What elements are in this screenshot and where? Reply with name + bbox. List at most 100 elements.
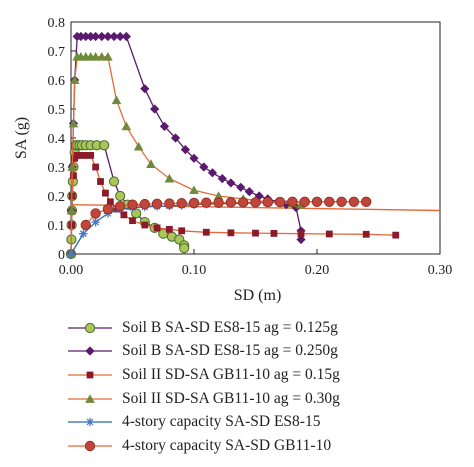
y-axis-label: SA (g) <box>13 117 30 159</box>
data-point <box>324 196 335 208</box>
data-point <box>361 196 372 208</box>
data-point <box>287 196 298 208</box>
data-point <box>66 249 76 259</box>
y-tick-label: 0.3 <box>48 161 66 176</box>
data-point <box>103 31 113 42</box>
y-tick-label: 0.6 <box>48 74 66 89</box>
legend-item: 4-story capacity SA-SD ES8-15 <box>60 410 440 434</box>
plot-frame <box>70 21 441 255</box>
data-point <box>69 75 80 84</box>
legend-marker <box>86 371 94 379</box>
data-point <box>97 178 104 185</box>
legend-marker <box>85 417 95 427</box>
y-tick-label: 0 <box>58 248 65 263</box>
data-point <box>226 178 236 188</box>
data-point <box>217 174 227 184</box>
data-point <box>97 31 107 42</box>
data-point <box>201 197 212 208</box>
data-point <box>109 31 119 42</box>
x-tick-label: 0.20 <box>305 263 330 278</box>
legend-marker <box>85 393 95 403</box>
data-point <box>252 229 259 237</box>
data-point <box>91 31 101 42</box>
data-point <box>76 31 86 42</box>
y-tick-label: 0.2 <box>48 190 66 205</box>
data-point <box>153 224 161 232</box>
data-point <box>325 230 333 238</box>
data-point <box>274 196 286 208</box>
data-point <box>131 208 142 219</box>
data-point <box>159 121 170 131</box>
data-point <box>86 31 96 42</box>
data-point <box>236 182 246 192</box>
x-axis-label: SD (m) <box>234 287 282 304</box>
data-point <box>90 208 101 219</box>
data-point <box>81 31 91 42</box>
data-point <box>213 191 224 200</box>
legend-label: Soil II SD-SA GB11-10 ag = 0.30g <box>122 389 340 407</box>
data-point <box>120 211 128 219</box>
x-tick-label: 0.10 <box>182 263 207 278</box>
data-point <box>121 121 132 131</box>
data-point <box>103 52 113 61</box>
data-point <box>180 145 190 155</box>
legend-marker <box>84 440 96 451</box>
legend-swatch <box>68 346 112 356</box>
data-point <box>80 219 91 231</box>
data-point <box>189 185 199 195</box>
data-point <box>166 225 173 233</box>
x-tick-label: 0.30 <box>428 263 453 278</box>
y-tick-label: 0.7 <box>48 45 66 60</box>
y-tick-label: 0.8 <box>48 16 66 31</box>
data-point <box>336 196 347 208</box>
data-point <box>297 230 305 238</box>
data-point <box>362 230 370 238</box>
data-point <box>102 203 114 215</box>
data-point <box>114 200 126 212</box>
data-point <box>139 198 151 210</box>
legend-item: 4-story capacity SA-SD GB11-10 <box>60 434 440 458</box>
data-point <box>202 228 210 236</box>
data-point <box>348 196 360 208</box>
data-point <box>213 197 224 208</box>
data-point <box>392 231 400 239</box>
data-point <box>244 187 254 197</box>
data-point <box>92 163 99 171</box>
data-point <box>91 217 100 227</box>
data-point <box>70 172 77 180</box>
data-point <box>127 199 138 210</box>
legend-label: 4-story capacity SA-SD ES8-15 <box>122 413 321 431</box>
data-point <box>225 197 237 208</box>
legend-item: Soil B SA-SD ES8-15 ag = 0.250g <box>60 340 440 364</box>
data-point <box>170 133 181 143</box>
legend-marker <box>85 346 95 356</box>
legend-swatch <box>68 440 112 451</box>
legend-label: Soil II SD-SA GB11-10 ag = 0.15g <box>122 365 340 383</box>
data-point <box>188 197 200 209</box>
legend-swatch <box>68 417 112 427</box>
series-6 <box>80 196 372 231</box>
data-point <box>296 234 306 245</box>
y-tick-label: 0.4 <box>48 132 66 147</box>
data-point <box>68 118 79 128</box>
data-point <box>99 140 110 151</box>
data-point <box>111 95 122 105</box>
data-point <box>164 198 175 209</box>
data-point <box>77 152 85 159</box>
data-point <box>66 205 77 215</box>
data-point <box>311 196 323 208</box>
data-point <box>178 227 186 235</box>
data-point <box>176 198 187 209</box>
data-point <box>189 153 199 163</box>
legend-swatch <box>68 371 112 379</box>
data-point <box>151 198 163 210</box>
legend-swatch <box>68 393 112 403</box>
data-point <box>270 230 278 237</box>
legend-item: Soil II SD-SA GB11-10 ag = 0.15g <box>60 363 440 387</box>
data-point <box>115 190 126 202</box>
data-point <box>121 31 131 42</box>
data-point <box>179 243 190 254</box>
series-line <box>70 56 302 255</box>
data-point <box>140 84 150 94</box>
data-point <box>262 196 274 208</box>
